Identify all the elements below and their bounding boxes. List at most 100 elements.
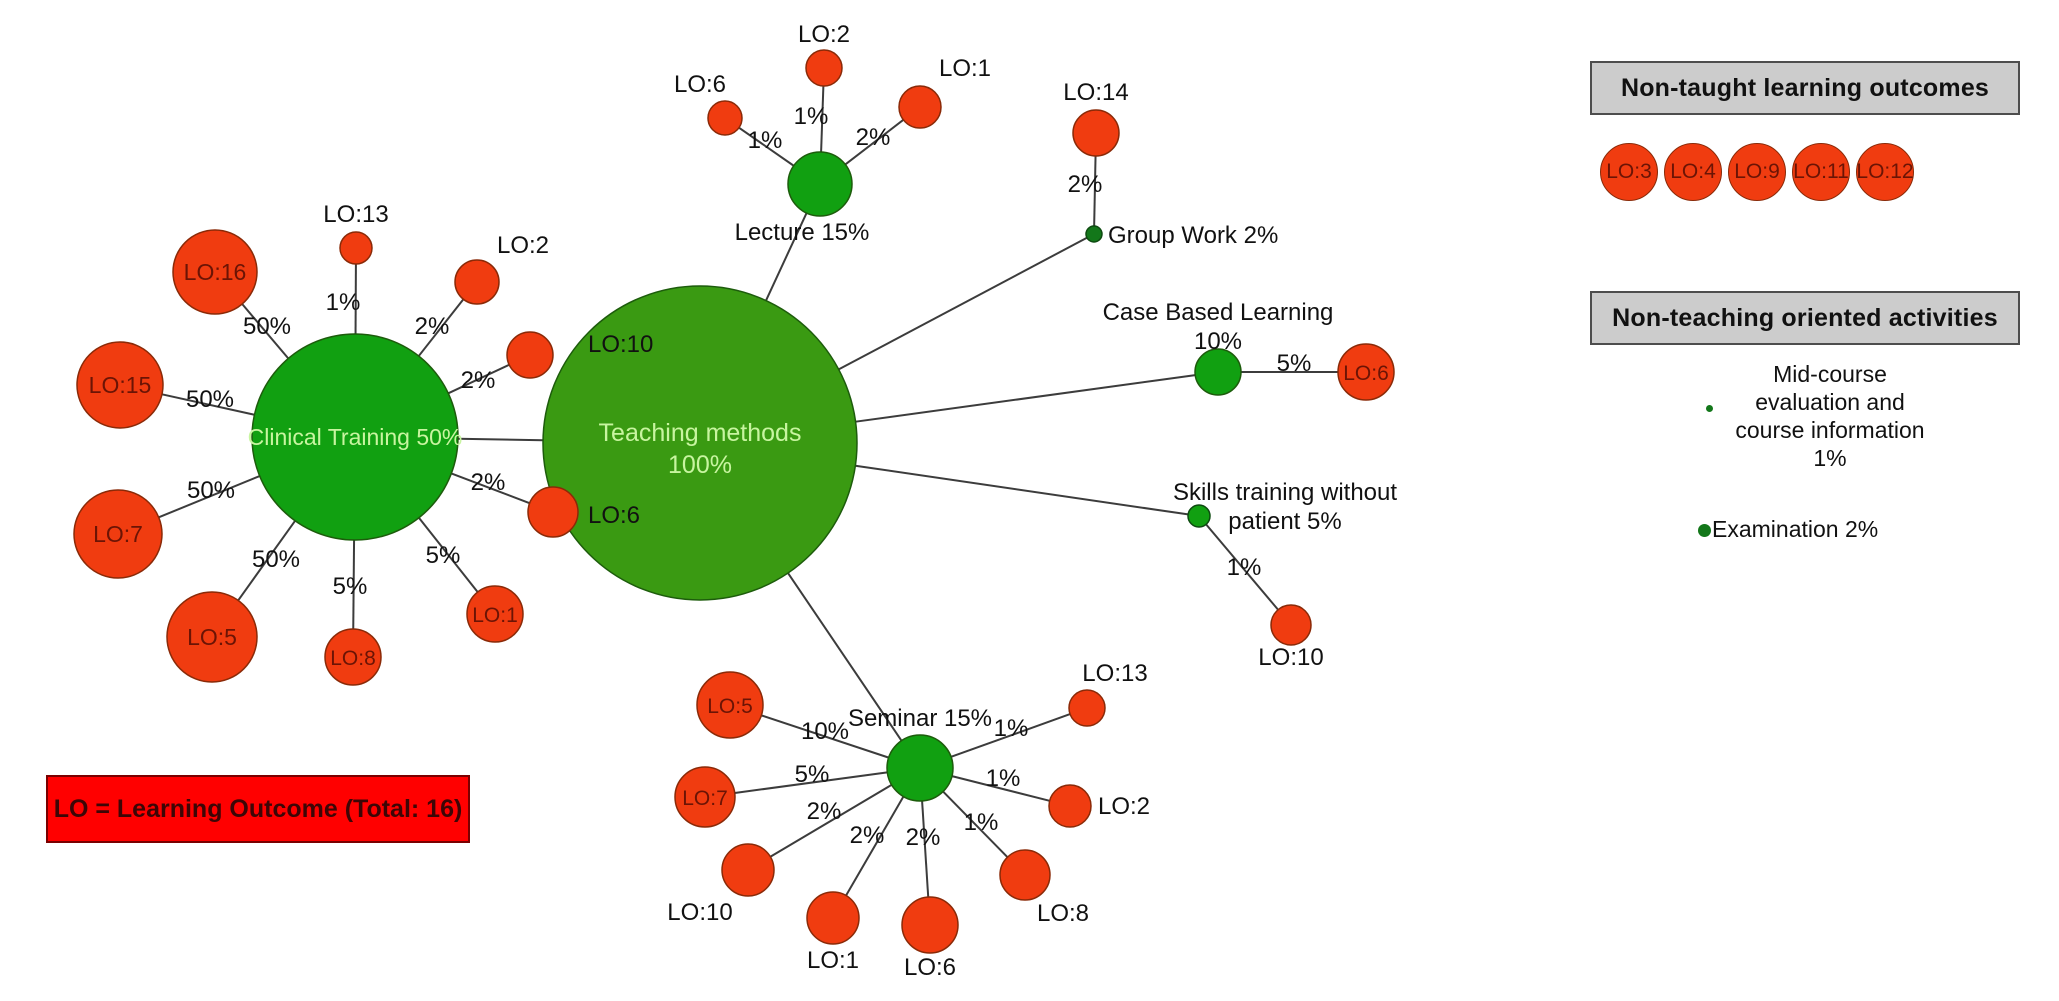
node-ct-lo15[interactable] <box>76 341 164 429</box>
node-sem-lo6[interactable] <box>901 896 959 954</box>
node-value-teaching-methods: 100% <box>668 451 732 479</box>
edge-weight-label: 50% <box>243 313 291 340</box>
edges-layer <box>158 85 1338 898</box>
panel-non-teaching-oriented-activities: Non-teaching oriented activities <box>1590 291 2020 345</box>
outcome-label-lec-lo2: LO:2 <box>798 21 850 48</box>
node-ct-lo8[interactable] <box>324 628 382 686</box>
node-lecture[interactable] <box>787 151 853 217</box>
lo-total-legend-label: LO = Learning Outcome (Total: 16) <box>53 794 463 823</box>
node-ct-lo10[interactable] <box>506 331 554 379</box>
node-ct-lo6[interactable] <box>527 486 579 538</box>
non-taught-lo-item: LO:9 <box>1728 143 1786 201</box>
edge-weight-label: 2% <box>807 798 842 825</box>
node-clinical-training[interactable] <box>251 333 459 541</box>
node-label-lecture: Lecture 15% <box>735 219 870 246</box>
edge-seminar-sem-lo8 <box>942 790 1009 858</box>
edge-clinical-training-ct-lo6 <box>450 472 530 505</box>
outcome-label-ct-lo5: LO:5 <box>187 624 237 650</box>
node-group-work[interactable] <box>1085 225 1103 243</box>
non-teaching-item-examination: Examination 2% <box>1590 515 2020 555</box>
node-sem-lo8[interactable] <box>999 849 1051 901</box>
edge-weight-label: 1% <box>794 103 829 130</box>
edge-weight-label: 50% <box>187 477 235 504</box>
edge-weight-label: 5% <box>1277 350 1312 377</box>
edge-weight-label: 2% <box>471 469 506 496</box>
node-sem-lo10[interactable] <box>721 843 775 897</box>
node-case-based-learning[interactable] <box>1194 348 1242 396</box>
outcome-label-ct-lo13: LO:13 <box>323 201 388 228</box>
edge-teaching-methods-case-based-learning <box>855 374 1196 423</box>
edge-weight-label: 2% <box>906 824 941 851</box>
panel-non-teaching-title: Non-teaching oriented activities <box>1612 303 1998 332</box>
edge-weight-label: 1% <box>326 289 361 316</box>
edge-seminar-sem-lo10 <box>769 783 893 858</box>
edge-weight-label: 1% <box>748 127 783 154</box>
outcome-label-cbl-lo6: LO:6 <box>1343 362 1389 385</box>
panel-non-taught-learning-outcomes: Non-taught learning outcomes <box>1590 61 2020 115</box>
node-ct-lo13[interactable] <box>339 231 373 265</box>
edge-weight-label: 50% <box>186 386 234 413</box>
node-sem-lo5[interactable] <box>696 671 764 739</box>
node-label-skills-training: patient 5% <box>1228 508 1341 535</box>
outcome-label-st-lo10: LO:10 <box>1258 644 1323 671</box>
node-sem-lo7[interactable] <box>674 766 736 828</box>
node-sem-lo2[interactable] <box>1048 784 1092 828</box>
mid-course-line-1: Mid-course <box>1773 361 1887 387</box>
edge-weight-label: 2% <box>1068 171 1103 198</box>
node-teaching-methods[interactable] <box>542 285 858 601</box>
nodes-layer <box>73 49 1395 954</box>
non-taught-lo-list: LO:3 LO:4 LO:9 LO:11 LO:12 <box>1600 143 1914 201</box>
node-ct-lo2[interactable] <box>454 259 500 305</box>
node-sem-lo1[interactable] <box>806 891 860 945</box>
edge-teaching-methods-seminar <box>787 572 903 742</box>
labels-layer: 50% 1% 2% 2% 50% 2% 50% 5% 50% 5% 1% 1% 2% 2% 5% 1% 10% 1… <box>89 21 1398 981</box>
outcome-label-lec-lo6: LO:6 <box>674 71 726 98</box>
outcome-label-gw-lo14: LO:14 <box>1063 79 1128 106</box>
node-ct-lo1[interactable] <box>466 585 524 643</box>
edge-weight-label: 5% <box>795 761 830 788</box>
non-taught-lo-item: LO:3 <box>1600 143 1658 201</box>
node-gw-lo14[interactable] <box>1072 109 1120 157</box>
node-skills-training[interactable] <box>1187 504 1211 528</box>
node-ct-lo7[interactable] <box>73 489 163 579</box>
node-label-clinical-training: Clinical Training 50% <box>248 424 463 450</box>
edge-clinical-training-ct-lo15 <box>161 393 255 416</box>
node-sem-lo13[interactable] <box>1068 689 1106 727</box>
mid-course-line-4: 1% <box>1813 445 1847 471</box>
node-lec-lo6[interactable] <box>707 100 743 136</box>
edge-weight-label: 2% <box>856 124 891 151</box>
node-ct-lo5[interactable] <box>166 591 258 683</box>
outcome-label-ct-lo6: LO:6 <box>588 502 640 529</box>
node-label-case-based-learning: Case Based Learning <box>1103 299 1334 326</box>
outcome-label-ct-lo15: LO:15 <box>89 372 152 398</box>
panel-non-taught-title: Non-taught learning outcomes <box>1620 73 1990 102</box>
node-lec-lo2[interactable] <box>805 49 843 87</box>
edge-weight-label: 5% <box>333 573 368 600</box>
edge-clinical-training-ct-lo16 <box>241 303 290 360</box>
node-seminar[interactable] <box>886 734 954 802</box>
node-label-seminar: Seminar 15% <box>848 705 992 732</box>
mid-course-line-3: course information <box>1735 417 1925 443</box>
edge-skills-training-st-lo10 <box>1205 523 1279 611</box>
node-label-skills-training: Skills training without <box>1173 479 1397 506</box>
lo-total-legend: LO = Learning Outcome (Total: 16) <box>46 775 470 843</box>
non-taught-lo-item: LO:11 <box>1792 143 1850 201</box>
node-cbl-lo6[interactable] <box>1337 343 1395 401</box>
examination-dot-icon <box>1698 524 1711 537</box>
node-label-teaching-methods: Teaching methods <box>599 419 802 447</box>
examination-label: Examination 2% <box>1712 516 1879 542</box>
edge-weight-label: 2% <box>415 313 450 340</box>
outcome-label-sem-lo10: LO:10 <box>667 899 732 926</box>
node-label-group-work: Group Work 2% <box>1108 222 1278 249</box>
edge-weight-label: 1% <box>1227 554 1262 581</box>
edge-lecture-lec-lo1 <box>844 119 904 166</box>
node-lec-lo1[interactable] <box>898 85 942 129</box>
node-ct-lo16[interactable] <box>172 229 258 315</box>
edge-group-work-gw-lo14 <box>1093 155 1097 227</box>
node-st-lo10[interactable] <box>1270 604 1312 646</box>
edge-weight-label: 10% <box>801 718 849 745</box>
outcome-label-ct-lo7: LO:7 <box>93 521 143 547</box>
edge-clinical-training-ct-lo8 <box>352 539 356 630</box>
outcome-label-ct-lo1: LO:1 <box>472 604 518 627</box>
